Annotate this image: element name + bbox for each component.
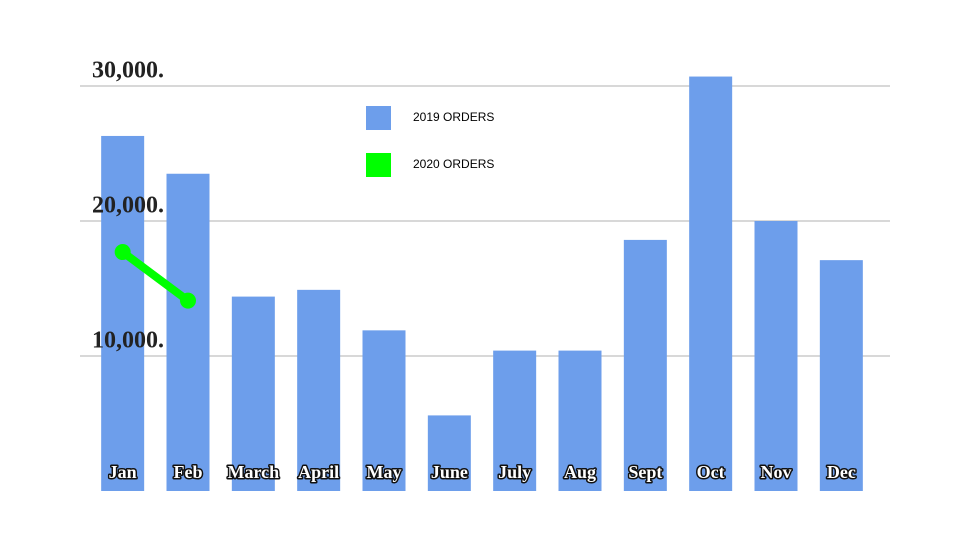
bar xyxy=(101,135,145,491)
bar xyxy=(623,239,667,491)
x-tick-label: Dec xyxy=(827,462,856,482)
y-tick-label: 30,000. xyxy=(92,58,164,84)
legend-label: 2020 ORDERS xyxy=(413,157,494,171)
line-point xyxy=(114,244,131,261)
bar xyxy=(493,350,537,491)
legend-label: 2019 ORDERS xyxy=(413,110,494,124)
line-point xyxy=(180,292,196,309)
x-tick-label: June xyxy=(431,462,468,482)
bar xyxy=(689,76,733,492)
legend-swatch xyxy=(366,106,391,130)
x-tick-label: May xyxy=(367,462,402,482)
y-tick-label: 10,000. xyxy=(92,328,164,354)
bar xyxy=(558,350,602,491)
x-tick-label: July xyxy=(498,462,531,482)
bar xyxy=(297,289,341,491)
line xyxy=(118,248,192,305)
legend-swatch xyxy=(366,153,391,177)
x-tick-label: Aug xyxy=(564,462,596,482)
bar xyxy=(427,415,471,491)
x-tick-label: March xyxy=(228,462,280,482)
x-tick-label: Oct xyxy=(697,462,725,482)
bar xyxy=(362,330,406,491)
x-tick-label: April xyxy=(298,462,339,482)
x-tick-label: Nov xyxy=(761,462,792,482)
y-tick-label: 20,000. xyxy=(92,193,164,219)
x-tick-label: Feb xyxy=(174,462,203,482)
bar xyxy=(754,221,798,491)
bar xyxy=(231,296,275,491)
x-tick-label: Jan xyxy=(109,462,137,482)
x-tick-label: Sept xyxy=(628,462,662,482)
bar xyxy=(166,173,210,491)
bar xyxy=(819,260,863,491)
